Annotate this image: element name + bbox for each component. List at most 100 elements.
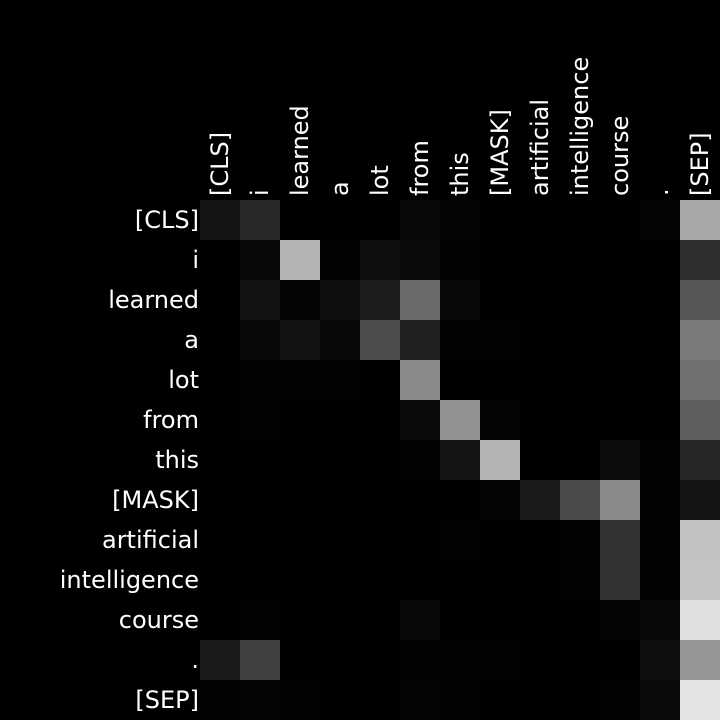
column-tick-label: [MASK] (486, 109, 514, 196)
heatmap-cell-1-9 (560, 240, 600, 280)
row-tick-label: intelligence (60, 566, 199, 594)
heatmap-cell-12-2 (280, 680, 320, 720)
heatmap-cell-8-10 (600, 520, 640, 560)
heatmap-cell-7-4 (360, 480, 400, 520)
heatmap-cell-9-10 (600, 560, 640, 600)
row-tick-label: [SEP] (135, 686, 199, 714)
heatmap-cell-4-3 (320, 360, 360, 400)
heatmap-cell-5-0 (200, 400, 240, 440)
heatmap-cell-7-2 (280, 480, 320, 520)
heatmap-cell-12-4 (360, 680, 400, 720)
heatmap-cell-4-9 (560, 360, 600, 400)
heatmap-cell-11-5 (400, 640, 440, 680)
column-tick-labels: [CLS] i learned a lot from this [MASK] artificia… (206, 57, 714, 196)
heatmap-cell-10-7 (480, 600, 520, 640)
heatmap-cell-2-7 (480, 280, 520, 320)
column-tick-label: artificial (526, 99, 554, 196)
heatmap-cell-8-8 (520, 520, 560, 560)
heatmap-cell-10-9 (560, 600, 600, 640)
heatmap-cell-4-2 (280, 360, 320, 400)
heatmap-cell-7-5 (400, 480, 440, 520)
heatmap-cell-1-5 (400, 240, 440, 280)
heatmap-cell-9-2 (280, 560, 320, 600)
heatmap-cell-5-10 (600, 400, 640, 440)
heatmap-cell-5-12 (680, 400, 720, 440)
heatmap-cell-8-5 (400, 520, 440, 560)
heatmap-cell-4-10 (600, 360, 640, 400)
heatmap-cell-11-12 (680, 640, 720, 680)
heatmap-cell-7-6 (440, 480, 480, 520)
heatmap-cell-11-8 (520, 640, 560, 680)
heatmap-cell-2-8 (520, 280, 560, 320)
heatmap-cell-9-5 (400, 560, 440, 600)
heatmap-cell-0-12 (680, 200, 720, 240)
heatmap-cell-6-6 (440, 440, 480, 480)
heatmap-cell-7-11 (640, 480, 680, 520)
heatmap-cell-2-6 (440, 280, 480, 320)
heatmap-cell-7-8 (520, 480, 560, 520)
heatmap-cell-6-3 (320, 440, 360, 480)
heatmap-cell-1-4 (360, 240, 400, 280)
heatmap-cell-5-5 (400, 400, 440, 440)
heatmap-cell-7-10 (600, 480, 640, 520)
heatmap-cell-1-2 (280, 240, 320, 280)
heatmap-cell-11-6 (440, 640, 480, 680)
heatmap-cell-4-8 (520, 360, 560, 400)
column-tick-label: learned (286, 105, 314, 196)
heatmap-cell-6-8 (520, 440, 560, 480)
heatmap-cell-3-7 (480, 320, 520, 360)
heatmap-cell-12-5 (400, 680, 440, 720)
heatmap-cell-10-8 (520, 600, 560, 640)
heatmap-cell-7-7 (480, 480, 520, 520)
heatmap-cell-8-6 (440, 520, 480, 560)
heatmap-cell-3-4 (360, 320, 400, 360)
column-tick-label: [CLS] (206, 132, 234, 196)
heatmap-cell-5-2 (280, 400, 320, 440)
heatmap-cell-5-7 (480, 400, 520, 440)
heatmap-cell-10-12 (680, 600, 720, 640)
heatmap-cell-4-0 (200, 360, 240, 400)
heatmap-cell-4-4 (360, 360, 400, 400)
heatmap-cell-4-1 (240, 360, 280, 400)
heatmap-cell-0-6 (440, 200, 480, 240)
heatmap-cell-6-2 (280, 440, 320, 480)
heatmap-cell-1-6 (440, 240, 480, 280)
row-tick-label: i (192, 246, 199, 274)
heatmap-cell-3-8 (520, 320, 560, 360)
row-tick-label: lot (168, 366, 199, 394)
heatmap-cell-0-3 (320, 200, 360, 240)
heatmap-cell-1-12 (680, 240, 720, 280)
heatmap-cell-1-3 (320, 240, 360, 280)
heatmap-cell-5-8 (520, 400, 560, 440)
heatmap-cell-7-1 (240, 480, 280, 520)
column-tick-label: from (406, 140, 434, 196)
heatmap-cell-7-3 (320, 480, 360, 520)
row-tick-label: artificial (102, 526, 199, 554)
heatmap-cell-6-1 (240, 440, 280, 480)
heatmap-cell-9-7 (480, 560, 520, 600)
heatmap-cell-3-10 (600, 320, 640, 360)
heatmap-cell-8-1 (240, 520, 280, 560)
heatmap-cell-2-5 (400, 280, 440, 320)
heatmap-cell-3-2 (280, 320, 320, 360)
column-tick-label: intelligence (566, 57, 594, 196)
heatmap-cells (200, 200, 720, 720)
column-tick-label: this (446, 152, 474, 196)
heatmap-cell-3-1 (240, 320, 280, 360)
heatmap-cell-7-0 (200, 480, 240, 520)
heatmap-cell-3-12 (680, 320, 720, 360)
heatmap-cell-3-5 (400, 320, 440, 360)
heatmap-cell-12-9 (560, 680, 600, 720)
row-tick-label: this (155, 446, 199, 474)
heatmap-cell-10-10 (600, 600, 640, 640)
heatmap-cell-8-7 (480, 520, 520, 560)
row-tick-labels: [CLS] i learned a lot from this [MASK] artificia… (60, 206, 199, 714)
row-tick-label: from (143, 406, 199, 434)
heatmap-cell-4-11 (640, 360, 680, 400)
heatmap-cell-5-4 (360, 400, 400, 440)
heatmap-cell-9-6 (440, 560, 480, 600)
heatmap-cell-8-3 (320, 520, 360, 560)
heatmap-cell-10-3 (320, 600, 360, 640)
heatmap-cell-12-1 (240, 680, 280, 720)
heatmap-cell-10-1 (240, 600, 280, 640)
